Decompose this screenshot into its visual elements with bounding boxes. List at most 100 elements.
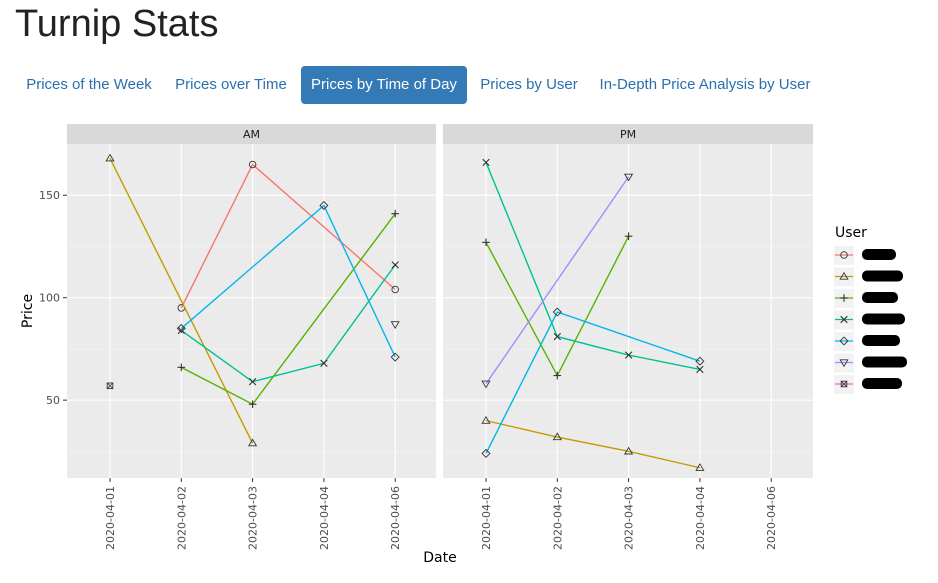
series-line-user-4-am bbox=[180, 264, 396, 383]
marker-cross-b bbox=[553, 332, 561, 341]
data-point-user-4 bbox=[391, 261, 399, 269]
marker-triangle bbox=[624, 446, 634, 455]
marker-circle bbox=[840, 251, 848, 259]
marker-triangle bbox=[552, 432, 562, 441]
facet-strip-label: AM bbox=[243, 128, 260, 141]
marker-cross-b bbox=[624, 351, 633, 359]
data-point-user-4 bbox=[553, 332, 561, 341]
data-point-user-3 bbox=[391, 209, 399, 218]
marker-cross-b bbox=[696, 365, 704, 374]
marker-square bbox=[106, 382, 114, 390]
y-tick-label: 50 bbox=[46, 394, 60, 407]
x-tick-label: 2020-04-04 bbox=[694, 486, 707, 550]
legend-label-redacted bbox=[862, 249, 896, 260]
data-point-user-3 bbox=[248, 400, 257, 409]
facet-strip-am bbox=[67, 124, 436, 144]
data-point-user-5 bbox=[481, 448, 491, 458]
legend-title: User bbox=[835, 225, 867, 241]
legend-key-user-6 bbox=[839, 359, 849, 368]
tab-prices-over-time[interactable]: Prices over Time bbox=[175, 76, 287, 93]
legend-key-user-1 bbox=[840, 251, 848, 259]
legend-label-redacted bbox=[862, 313, 905, 325]
data-point-user-2 bbox=[248, 438, 258, 447]
marker-square bbox=[840, 380, 848, 388]
data-point-user-2 bbox=[105, 153, 115, 162]
marker-square-x2 bbox=[106, 382, 114, 389]
x-tick-label: 2020-04-03 bbox=[623, 486, 636, 550]
marker-triangle bbox=[481, 415, 491, 424]
data-point-user-5 bbox=[552, 307, 562, 317]
legend-label-redacted bbox=[862, 356, 907, 368]
data-point-user-6 bbox=[481, 380, 491, 389]
y-tick-label: 100 bbox=[39, 292, 60, 305]
data-point-user-2 bbox=[624, 446, 634, 455]
y-axis-title: Price bbox=[20, 294, 36, 328]
marker-triangle bbox=[839, 271, 849, 280]
marker-triangle bbox=[695, 463, 705, 471]
data-point-user-4 bbox=[248, 378, 257, 386]
tab-in-depth-price-analysis[interactable]: In-Depth Price Analysis by User bbox=[599, 76, 811, 93]
x-tick-label: 2020-04-03 bbox=[247, 486, 260, 550]
page-title: Turnip Stats bbox=[15, 3, 219, 45]
marker-cross-b bbox=[248, 378, 257, 386]
marker-diamond bbox=[695, 356, 705, 366]
legend-key-user-4 bbox=[840, 315, 848, 324]
series-line-user-6-pm bbox=[485, 176, 630, 385]
series-line-user-1-am bbox=[180, 163, 396, 309]
legend-key-user-7 bbox=[840, 380, 848, 388]
marker-diamond bbox=[176, 323, 186, 333]
marker-cross-b bbox=[177, 326, 185, 335]
data-point-user-1 bbox=[248, 160, 257, 169]
tab-prices-by-time-of-day[interactable]: Prices by Time of Day bbox=[301, 66, 467, 104]
data-point-user-4 bbox=[482, 158, 490, 167]
plot-panel-pm bbox=[443, 144, 813, 478]
marker-triangle-down bbox=[839, 359, 849, 368]
data-point-user-3 bbox=[553, 371, 562, 380]
plot-panel-am bbox=[67, 144, 436, 478]
data-point-user-7 bbox=[106, 382, 114, 390]
data-point-user-1 bbox=[391, 285, 399, 294]
data-point-user-2 bbox=[695, 463, 705, 471]
price-by-time-of-day-chart: AM 2020-04-01 2020-04-02 2020-04-03 2020-04-… bbox=[20, 124, 907, 566]
series-line-user-2-pm bbox=[485, 419, 701, 469]
marker-cross-b bbox=[840, 315, 848, 324]
tab-prices-of-the-week[interactable]: Prices of the Week bbox=[26, 76, 152, 93]
data-point-user-5 bbox=[390, 352, 400, 362]
legend-label-redacted bbox=[862, 378, 902, 389]
data-point-user-4 bbox=[177, 326, 185, 335]
tab-prices-by-user[interactable]: Prices by User bbox=[480, 76, 578, 93]
x-tick-label: 2020-04-01 bbox=[480, 486, 493, 550]
legend-key-user-5 bbox=[839, 336, 849, 346]
marker-triangle bbox=[105, 153, 115, 162]
x-tick-label: 2020-04-06 bbox=[765, 486, 778, 550]
marker-diamond bbox=[839, 336, 849, 346]
data-point-user-3 bbox=[177, 363, 186, 372]
x-axis-title: Date bbox=[423, 550, 456, 566]
marker-diamond bbox=[552, 307, 562, 317]
data-point-user-3 bbox=[624, 232, 633, 241]
data-point-user-5 bbox=[319, 200, 329, 211]
series-line-user-5-pm bbox=[485, 311, 701, 454]
data-point-user-5 bbox=[176, 323, 186, 333]
x-tick-label: 2020-04-02 bbox=[175, 486, 188, 550]
y-tick-label: 150 bbox=[39, 189, 60, 202]
data-point-user-2 bbox=[552, 432, 562, 441]
legend-label-redacted bbox=[862, 292, 898, 303]
marker-diamond bbox=[319, 200, 329, 211]
marker-diamond bbox=[390, 352, 400, 362]
facet-strip-label: PM bbox=[620, 128, 636, 141]
marker-circle bbox=[391, 285, 399, 294]
series-line-user-5-am bbox=[180, 204, 396, 358]
data-point-user-4 bbox=[696, 365, 704, 374]
x-tick-label: 2020-04-06 bbox=[389, 486, 402, 550]
marker-triangle-down bbox=[624, 173, 634, 182]
x-tick-label: 2020-04-04 bbox=[318, 486, 331, 550]
x-tick-label: 2020-04-01 bbox=[104, 486, 117, 550]
legend-key-user-2 bbox=[839, 271, 849, 280]
series-line-user-4-pm bbox=[485, 162, 701, 371]
marker-cross-b bbox=[391, 261, 399, 269]
marker-triangle-down bbox=[390, 321, 400, 330]
marker-cross-b bbox=[320, 359, 328, 367]
marker-circle bbox=[248, 160, 257, 169]
data-point-user-6 bbox=[624, 173, 634, 182]
